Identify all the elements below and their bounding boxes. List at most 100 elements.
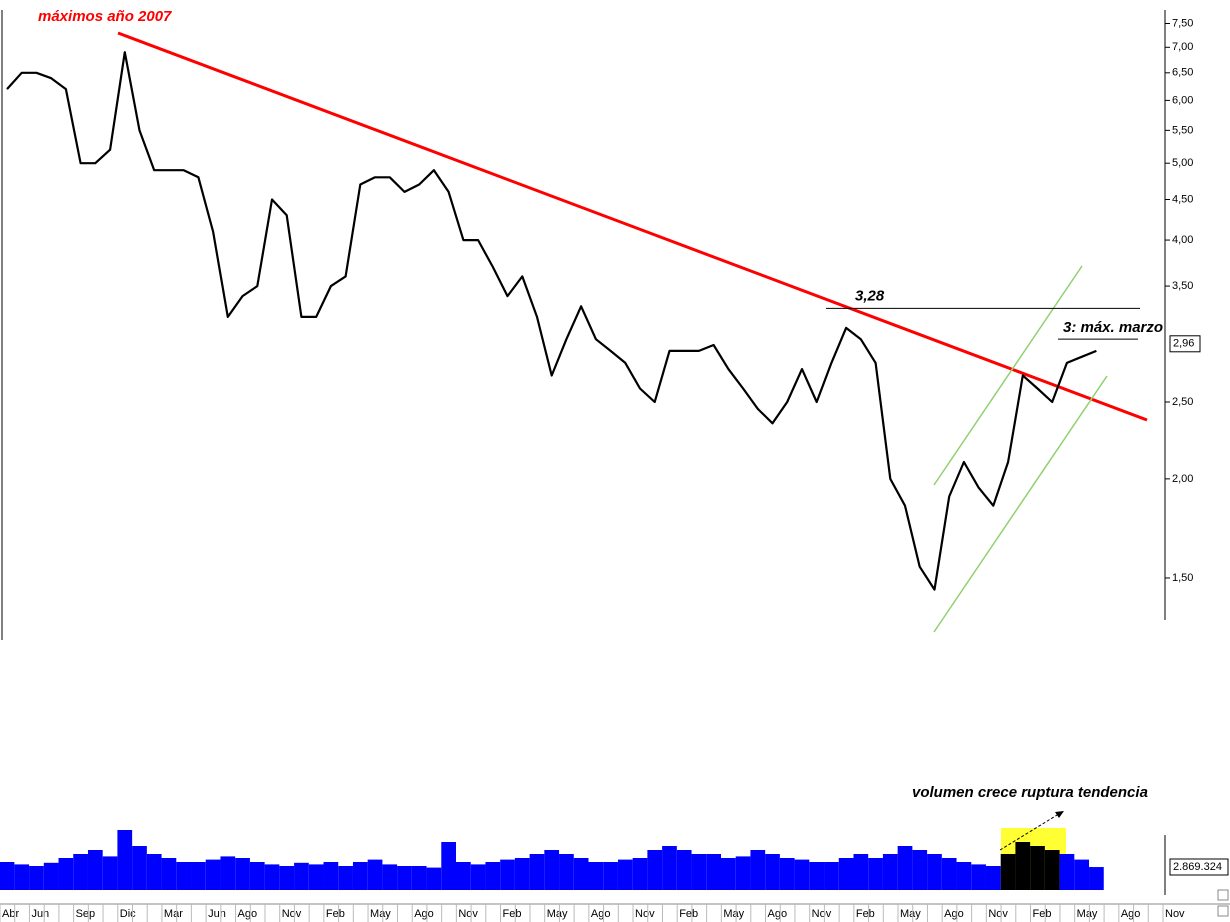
volume-bar	[985, 866, 1001, 890]
volume-bar	[632, 858, 648, 890]
volume-bar	[573, 858, 589, 890]
volume-bar	[338, 866, 353, 890]
volume-bar	[1000, 854, 1016, 890]
x-tick-label: May	[370, 908, 391, 920]
arrow-head	[1055, 811, 1064, 818]
volume-bar	[779, 858, 795, 890]
x-tick-label: Dic	[120, 908, 136, 920]
volume-bar	[735, 856, 751, 890]
volume-bar	[29, 866, 44, 890]
y-tick-label: 3,50	[1172, 280, 1193, 292]
x-tick-label: Sep	[76, 908, 96, 920]
x-tick-label: May	[547, 908, 568, 920]
volume-bar	[529, 854, 545, 890]
x-tick-label: Ago	[768, 908, 788, 920]
volume-bar	[544, 850, 560, 890]
x-tick-label: May	[900, 908, 921, 920]
annotation: 3: máx. marzo	[1063, 319, 1163, 336]
volume-bar	[1089, 867, 1104, 890]
y-tick-label: 6,50	[1172, 67, 1193, 79]
volume-bar	[323, 862, 339, 890]
volume-bar	[868, 858, 883, 890]
x-tick-label: Ago	[944, 908, 964, 920]
x-tick-label: Feb	[326, 908, 345, 920]
volume-bar	[853, 854, 869, 890]
volume-bar	[264, 864, 280, 890]
annotation: máximos año 2007	[38, 8, 172, 25]
volume-tag-label: 2.869.324	[1173, 861, 1222, 873]
price-tag	[1169, 335, 1201, 353]
volume-bar	[220, 856, 236, 890]
x-tick-label: Feb	[1033, 908, 1052, 920]
x-tick-label: Abr	[2, 908, 19, 920]
volume-bar	[249, 862, 265, 890]
annotation: 3,28	[855, 287, 885, 304]
x-tick-label: Nov	[1165, 908, 1185, 920]
volume-bar	[662, 846, 677, 890]
volume-bar	[132, 846, 147, 890]
y-tick-label: 2,00	[1172, 473, 1193, 485]
volume-bar	[794, 859, 810, 890]
volume-bar	[397, 866, 412, 890]
volume-bar	[691, 854, 707, 890]
arrow	[999, 811, 1063, 851]
x-tick-label: Jun	[208, 908, 226, 920]
volume-bar	[441, 842, 457, 890]
volume-bar	[838, 858, 854, 890]
window-button[interactable]	[1217, 905, 1229, 917]
y-tick-label: 1,50	[1172, 572, 1193, 584]
x-tick-label: Ago	[238, 908, 258, 920]
volume-bar	[897, 846, 913, 890]
volume-bar	[485, 862, 501, 890]
volume-bar	[706, 854, 721, 890]
price-line	[6, 51, 1097, 591]
volume-bar	[956, 862, 972, 890]
volume-bar	[146, 854, 162, 890]
x-tick-label: Jun	[31, 908, 49, 920]
volume-bar	[1030, 846, 1045, 890]
volume-bar	[456, 862, 471, 890]
x-tick-label: Ago	[414, 908, 434, 920]
volume-bar	[87, 850, 103, 890]
volume-bar	[279, 866, 295, 890]
volume-bar	[235, 858, 250, 890]
y-tick-label: 4,00	[1172, 234, 1193, 246]
x-tick-label: Feb	[503, 908, 522, 920]
volume-bar	[73, 854, 88, 890]
volume-bar	[927, 854, 942, 890]
channel-line	[933, 375, 1108, 633]
volume-bar	[809, 862, 825, 890]
volume-bar	[1059, 854, 1075, 890]
x-tick-label: Ago	[1121, 908, 1141, 920]
volume-bar	[352, 862, 368, 890]
volume-bar	[882, 854, 898, 890]
annotation: volumen crece ruptura tendencia	[912, 784, 1148, 801]
volume-bar	[470, 864, 486, 890]
x-tick-label: May	[1077, 908, 1098, 920]
volume-bar	[117, 830, 133, 890]
volume-bar	[58, 858, 74, 890]
volume-bar	[43, 862, 59, 890]
y-tick-label: 4,50	[1172, 193, 1193, 205]
y-tick-label: 7,00	[1172, 41, 1193, 53]
volume-bar	[0, 862, 15, 890]
volume-bar	[426, 867, 442, 890]
volume-bar	[411, 866, 427, 890]
volume-bar	[765, 854, 780, 890]
volume-bar	[971, 864, 986, 890]
y-tick-label: 5,50	[1172, 124, 1193, 136]
volume-bar	[588, 862, 604, 890]
volume-bar	[1015, 842, 1031, 890]
x-tick-label: Feb	[679, 908, 698, 920]
y-tick-label: 5,00	[1172, 157, 1193, 169]
price-tag-label: 2,96	[1173, 338, 1194, 350]
trend-line	[117, 31, 1148, 422]
y-tick-label: 2,50	[1172, 396, 1193, 408]
y-tick-label: 7,50	[1172, 17, 1193, 29]
window-button[interactable]	[1217, 889, 1229, 901]
volume-bar	[308, 864, 324, 890]
volume-bar	[750, 850, 766, 890]
volume-bar	[500, 859, 515, 890]
channel-line	[933, 265, 1083, 486]
